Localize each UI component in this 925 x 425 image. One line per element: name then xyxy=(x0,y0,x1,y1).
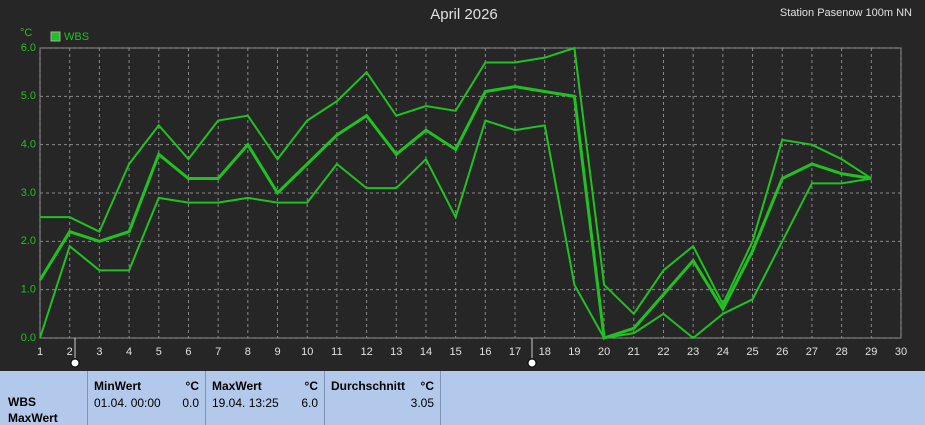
x-tick-label: 5 xyxy=(156,346,162,358)
x-tick-label: 9 xyxy=(274,346,280,358)
x-tick-label: 13 xyxy=(390,346,402,358)
y-tick-label: 6.0 xyxy=(21,42,36,54)
min-unit: °C xyxy=(185,379,199,393)
avg-unit: °C xyxy=(420,379,434,393)
max-time: 19.04. 13:25 xyxy=(212,396,279,410)
series-line xyxy=(38,85,872,340)
legend-swatch xyxy=(50,31,61,42)
x-tick-label: 18 xyxy=(539,346,551,358)
x-tick-label: 17 xyxy=(509,346,521,358)
max-title: MaxWert xyxy=(212,379,262,393)
series-line xyxy=(39,119,872,340)
x-tick-label: 8 xyxy=(245,346,251,358)
series-line xyxy=(40,46,872,316)
x-tick-label: 2 xyxy=(67,346,73,358)
x-tick-label: 3 xyxy=(96,346,102,358)
x-tick-label: 16 xyxy=(479,346,491,358)
x-tick-label: 7 xyxy=(215,346,221,358)
legend-label: WBS xyxy=(64,31,89,43)
max-unit: °C xyxy=(304,379,318,393)
avg-value: 3.05 xyxy=(410,396,434,410)
x-tick-label: 14 xyxy=(420,346,432,358)
max-value: 6.0 xyxy=(301,396,318,410)
avg-cell: Durchschnitt °C 3.05 xyxy=(325,371,441,425)
min-title: MinWert xyxy=(94,379,142,393)
y-unit: °C xyxy=(20,27,32,39)
x-tick-label: 20 xyxy=(598,346,610,358)
min-cell: MinWert °C 01.04. 00:00 0.0 xyxy=(88,371,206,425)
x-tick-label: 19 xyxy=(568,346,580,358)
x-tick-label: 6 xyxy=(185,346,191,358)
stat-label: MaxWert xyxy=(8,411,58,425)
x-tick-label: 4 xyxy=(126,346,132,358)
x-tick-label: 29 xyxy=(865,346,877,358)
y-tick-label: 4.0 xyxy=(21,139,36,151)
min-marker xyxy=(70,358,80,368)
x-tick-label: 12 xyxy=(360,346,372,358)
max-marker xyxy=(527,358,537,368)
avg-title: Durchschnitt xyxy=(331,379,406,393)
x-tick-label: 25 xyxy=(746,346,758,358)
x-tick-label: 1 xyxy=(37,346,43,358)
x-tick-label: 11 xyxy=(331,346,342,358)
plot-frame xyxy=(39,47,902,339)
x-tick-label: 26 xyxy=(776,346,788,358)
station: Station Pasenow 100m NN xyxy=(780,7,912,19)
x-tick-label: 21 xyxy=(628,346,640,358)
x-tick-label: 22 xyxy=(657,346,669,358)
max-cell: MaxWert °C 19.04. 13:25 6.0 xyxy=(206,371,325,425)
chart: April 2026 Station Pasenow 100m NN °C 0.… xyxy=(20,6,912,368)
x-tick-label: 24 xyxy=(717,346,729,358)
x-tick-label: 10 xyxy=(301,346,313,358)
y-tick-label: 5.0 xyxy=(21,90,36,102)
chart-title: April 2026 xyxy=(430,6,498,23)
x-tick-label: 27 xyxy=(806,346,818,358)
min-time: 01.04. 00:00 xyxy=(94,396,161,410)
x-tick-label: 28 xyxy=(835,346,847,358)
x-tick-label: 15 xyxy=(450,346,462,358)
stats-panel: WBS MaxWert MinWert °C 01.04. 00:00 0.0 … xyxy=(0,371,925,425)
y-tick-label: 2.0 xyxy=(21,235,36,247)
label-cell: WBS MaxWert xyxy=(0,371,88,425)
y-tick-label: 0.0 xyxy=(21,332,36,344)
x-tick-label: 30 xyxy=(895,346,907,358)
y-tick-label: 1.0 xyxy=(21,284,36,296)
series-label: WBS xyxy=(8,395,36,409)
min-value: 0.0 xyxy=(182,396,199,410)
x-tick-label: 23 xyxy=(687,346,699,358)
y-tick-label: 3.0 xyxy=(21,187,36,199)
